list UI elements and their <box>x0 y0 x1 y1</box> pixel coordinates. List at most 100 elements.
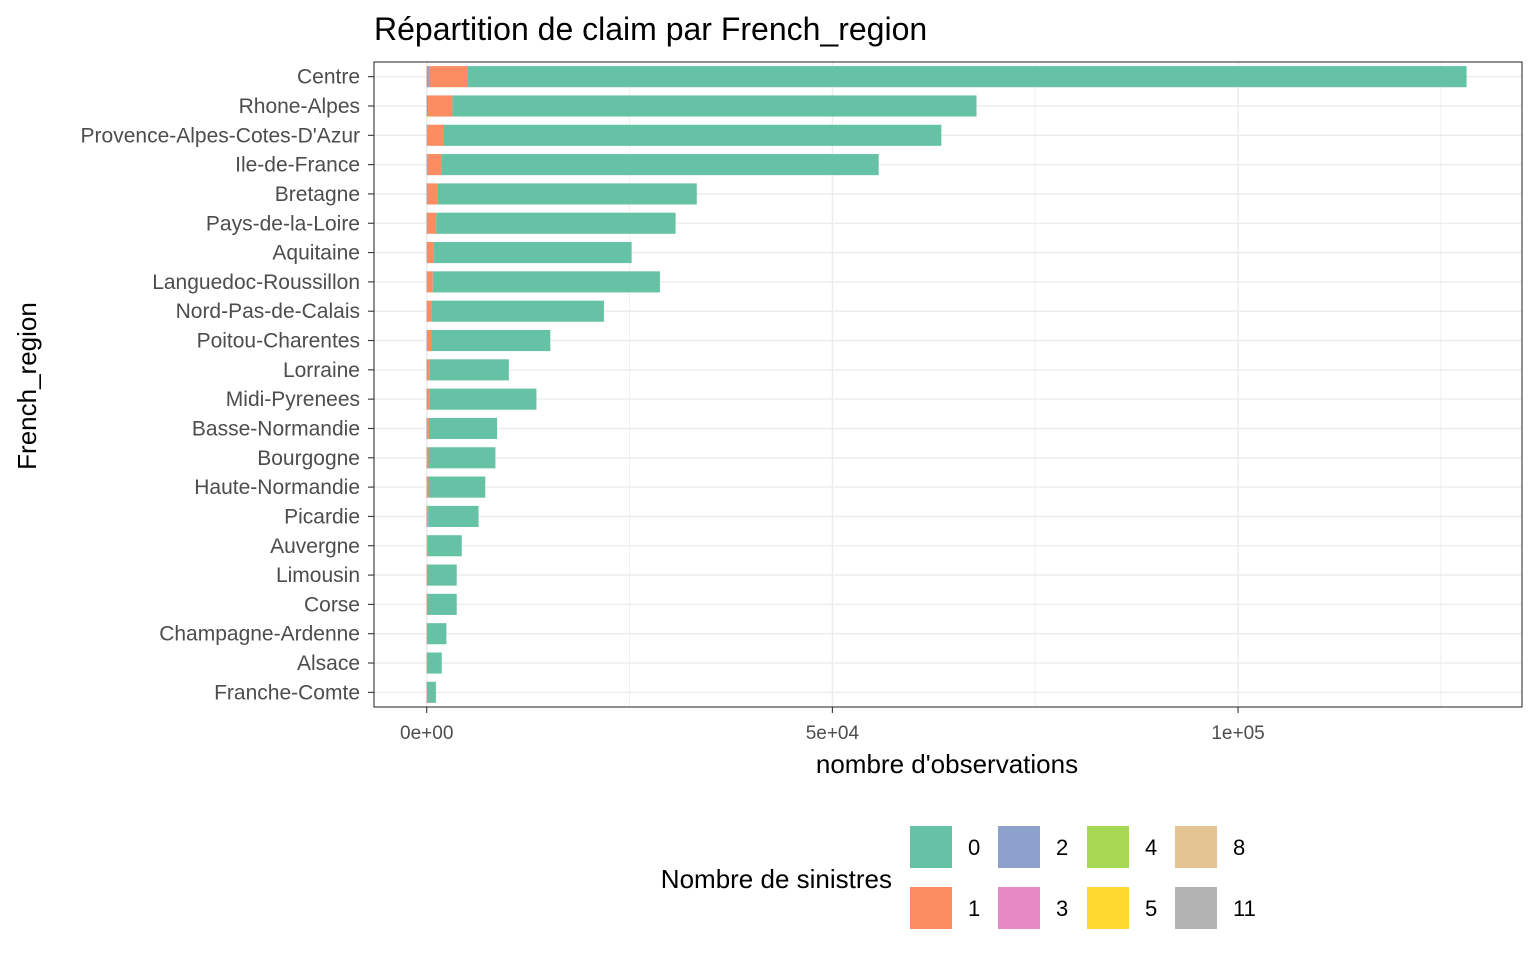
y-tick-label: Basse-Normandie <box>192 417 360 440</box>
bar-segment <box>431 300 604 322</box>
bar-segment <box>426 535 428 557</box>
y-tick-label: Ile-de-France <box>235 154 360 177</box>
legend: Nombre de sinistres 0 1 2 3 4 5 8 11 <box>661 826 1256 929</box>
y-tick-label: Picardie <box>284 505 360 528</box>
bar-segment <box>432 271 660 293</box>
legend-label: 8 <box>1233 835 1245 860</box>
bar-segment <box>427 154 442 176</box>
y-tick-label: Corse <box>304 593 360 616</box>
x-tick-label: 1e+05 <box>1211 723 1264 744</box>
bar-segment <box>427 300 432 322</box>
bar-segment <box>426 66 429 88</box>
x-tick-label: 0e+00 <box>400 723 453 744</box>
y-tick-label: Centre <box>297 66 360 89</box>
bar-segment <box>426 505 429 527</box>
bar-segment <box>426 417 429 440</box>
bar-segment <box>429 359 509 381</box>
bar-segment <box>428 66 468 88</box>
legend-title: Nombre de sinistres <box>661 864 892 894</box>
y-tick-label: Champagne-Ardenne <box>159 623 360 646</box>
bar-segment <box>427 564 457 586</box>
bar-segment <box>441 154 879 176</box>
bar-segment <box>436 212 676 234</box>
bar-segment <box>426 154 428 176</box>
bar-segment <box>444 124 942 146</box>
y-tick-label: Alsace <box>297 652 360 675</box>
bar-segment <box>426 681 436 703</box>
bar-segment <box>426 183 428 205</box>
bar-segment <box>426 242 428 264</box>
bar-segment <box>426 476 429 498</box>
legend-key <box>910 826 952 868</box>
legend-label: 1 <box>968 896 980 921</box>
bar-segment <box>433 242 632 264</box>
bar-layer <box>426 66 1467 703</box>
x-axis: 0e+00 5e+04 1e+05 <box>400 707 1265 744</box>
y-tick-label: Rhone-Alpes <box>239 95 360 118</box>
legend-key <box>1087 826 1129 868</box>
y-tick-label: Languedoc-Roussillon <box>152 271 360 294</box>
y-axis: Centre Rhone-Alpes Provence-Alpes-Cotes-D'… <box>81 66 374 704</box>
bar-segment <box>427 183 438 205</box>
legend-key <box>1087 887 1129 929</box>
y-tick-label: Bretagne <box>275 183 360 206</box>
bar-segment <box>428 447 496 469</box>
x-axis-title: nombre d'observations <box>816 749 1078 779</box>
y-tick-label: Nord-Pas-de-Calais <box>176 300 360 323</box>
bar-segment <box>428 95 453 117</box>
legend-label: 0 <box>968 835 980 860</box>
bar-segment <box>427 623 447 645</box>
legend-key <box>1175 826 1217 868</box>
y-tick-label: Lorraine <box>283 359 360 382</box>
bar-segment <box>426 212 428 234</box>
x-tick-label: 5e+04 <box>806 723 860 744</box>
bar-segment <box>427 593 457 615</box>
y-tick-label: Auvergne <box>270 535 360 558</box>
bar-segment <box>426 593 428 615</box>
bar-segment <box>452 95 977 117</box>
bar-segment <box>426 388 430 410</box>
y-tick-label: Franche-Comte <box>214 681 360 704</box>
y-tick-label: Pays-de-la-Loire <box>206 212 360 235</box>
bar-segment <box>426 329 432 352</box>
bar-segment <box>428 505 479 527</box>
bar-segment <box>426 300 428 322</box>
panel-border <box>373 61 1523 708</box>
bar-segment <box>426 652 428 674</box>
bar-segment <box>427 535 462 557</box>
bar-segment <box>437 183 697 205</box>
y-tick-label: Aquitaine <box>272 242 360 265</box>
bar-segment <box>427 124 445 146</box>
bar-segment <box>431 329 551 352</box>
bar-segment <box>426 623 428 645</box>
bar-segment <box>426 124 428 146</box>
bar-segment <box>427 242 434 264</box>
legend-label: 5 <box>1145 896 1157 921</box>
bar-segment <box>428 417 498 440</box>
legend-key <box>1175 887 1217 929</box>
bar-segment <box>427 212 437 234</box>
legend-key <box>998 826 1040 868</box>
y-axis-title: French_region <box>12 302 42 470</box>
legend-key <box>998 887 1040 929</box>
bar-segment <box>426 271 428 293</box>
bar-segment <box>426 447 429 469</box>
y-tick-label: Limousin <box>276 564 360 587</box>
bar-segment <box>427 652 442 674</box>
legend-label: 4 <box>1145 835 1157 860</box>
chart-title: Répartition de claim par French_region <box>374 11 927 47</box>
legend-label: 3 <box>1056 896 1068 921</box>
y-tick-label: Bourgogne <box>257 447 360 470</box>
y-tick-label: Poitou-Charentes <box>197 330 360 353</box>
bar-segment <box>426 359 430 381</box>
bar-segment <box>427 271 433 293</box>
bar-segment <box>426 564 428 586</box>
bar-segment <box>429 388 537 410</box>
legend-label: 11 <box>1233 896 1256 921</box>
y-tick-label: Provence-Alpes-Cotes-D'Azur <box>81 124 360 147</box>
y-tick-label: Midi-Pyrenees <box>226 388 360 411</box>
y-tick-label: Haute-Normandie <box>194 476 360 499</box>
legend-key <box>910 887 952 929</box>
